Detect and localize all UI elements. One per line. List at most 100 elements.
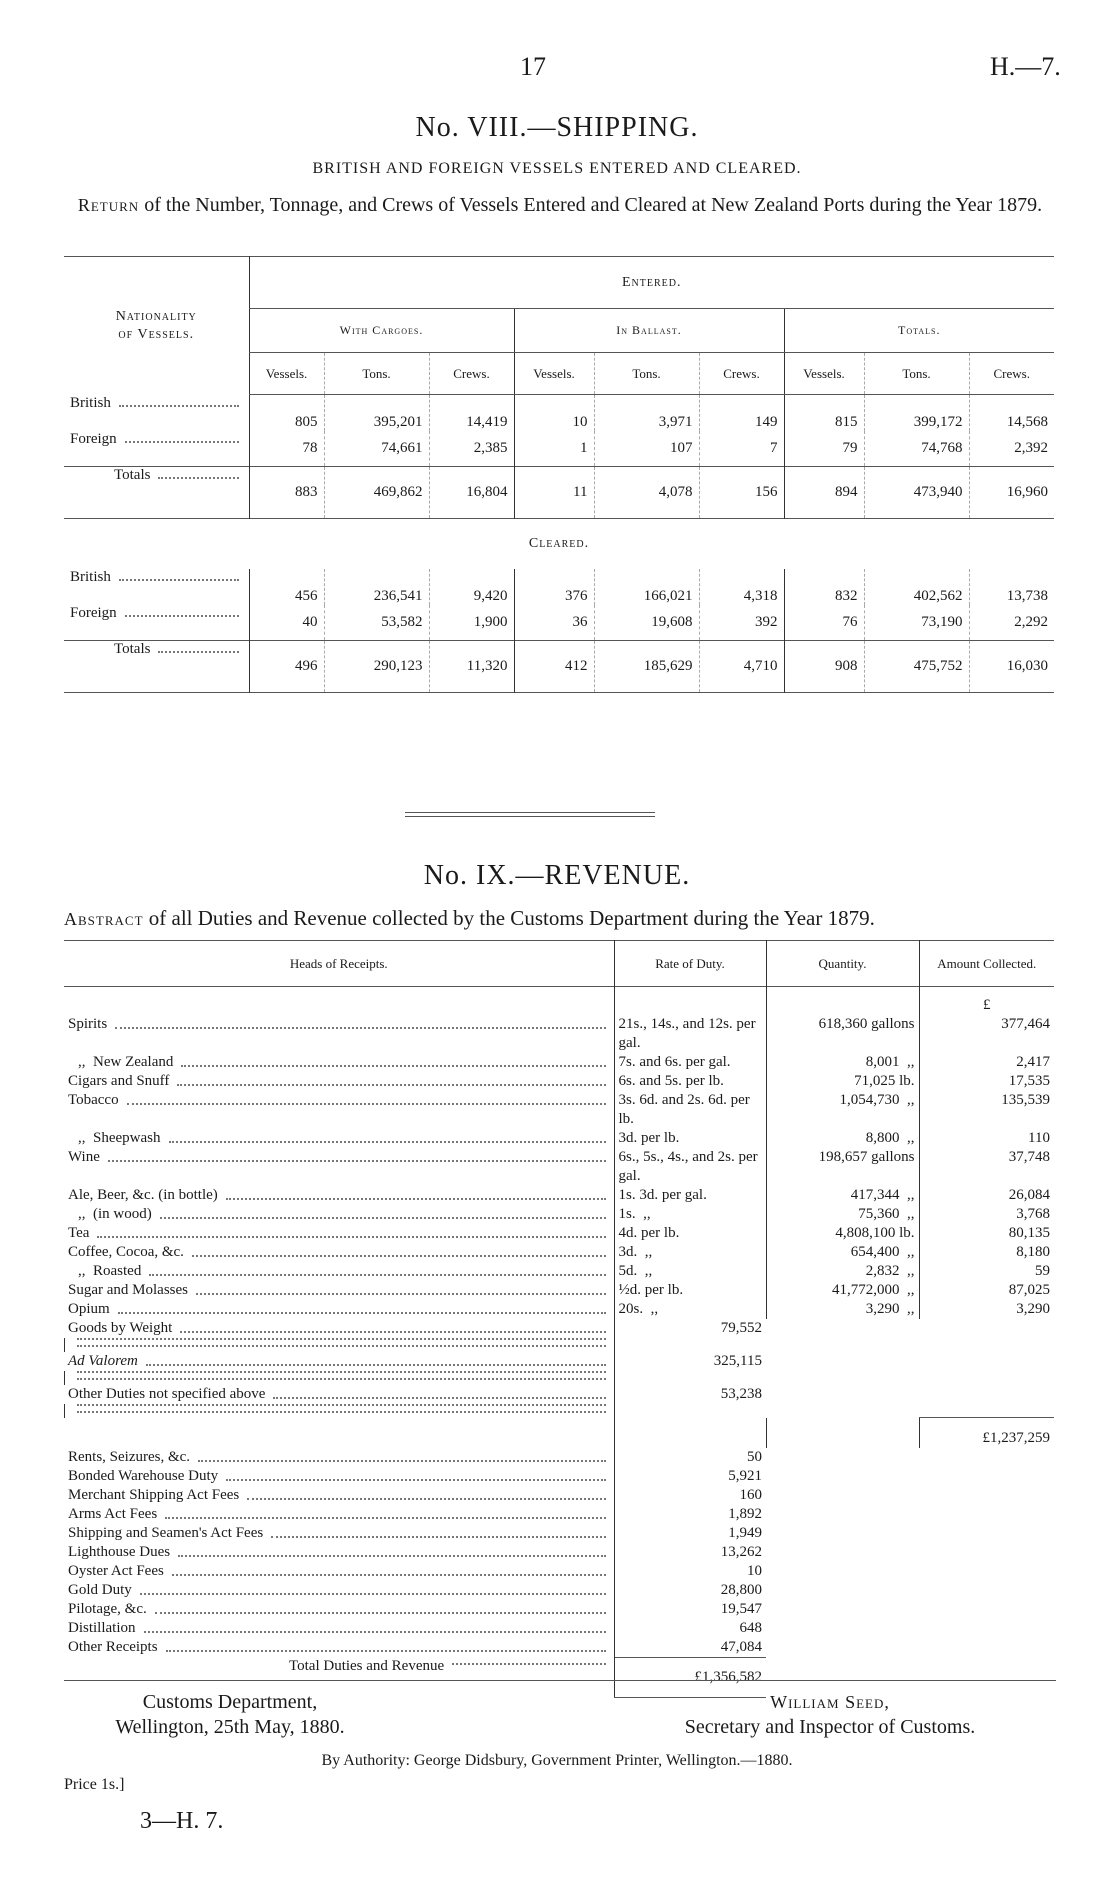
head-cell: Other Duties not specified above	[64, 1385, 614, 1404]
head: Ad Valorem	[68, 1352, 138, 1369]
cell-value: 156	[698, 466, 784, 519]
caption-lead: Abstract	[64, 909, 144, 929]
head: Tobacco	[68, 1091, 119, 1108]
cell-value: 78	[248, 430, 324, 467]
head: Spirits	[68, 1015, 108, 1032]
column-header: Amount Collected.	[918, 940, 1054, 987]
totals-row: Totals 883 469,862 16,804 11 4,078 156 894 473,9…	[64, 466, 1054, 519]
cell-value: 11,320	[428, 640, 514, 693]
duty-row: Ale, Beer, &c. (in bottle) 1s. 3d. per ga…	[64, 1185, 1054, 1205]
quantity: 71,025 lb.	[765, 1071, 919, 1091]
head: Wine	[68, 1148, 100, 1165]
column-header: Rate of Duty.	[613, 940, 766, 987]
amount: 1,892	[613, 1504, 766, 1524]
field-header: Tons.	[593, 352, 699, 395]
nationality: British	[70, 568, 111, 585]
place-date: Wellington, 25th May, 1880.	[115, 1716, 345, 1738]
duty-row: Tobacco 3s. 6d. and 2s. 6d. per lb. 1,054,…	[64, 1090, 1054, 1129]
amount: 59	[918, 1261, 1054, 1281]
other-row: Other Receipts 47,084	[64, 1637, 1054, 1657]
field-header: Crews.	[428, 352, 514, 395]
shipping-title: No. VIII.—SHIPPING.	[415, 112, 699, 143]
amount: 5,921	[613, 1466, 766, 1486]
footer-rule	[64, 1680, 1056, 1681]
caption-text: of the Number, Tonnage, and Crews of Ves…	[144, 194, 1043, 216]
header-row: Nationality of Vessels. Entered.	[64, 256, 1054, 342]
cell-value: 290,123	[323, 640, 429, 693]
head-cell: Arms Act Fees	[64, 1505, 614, 1524]
quantity: 2,832 ,,	[765, 1261, 919, 1281]
quantity: 198,657 gallons	[765, 1147, 919, 1186]
cell-value: 832	[783, 568, 864, 605]
data-row: Foreign 78 74,661 2,385 1 107 7 79 74,768 2,392	[64, 430, 1054, 467]
rate: 3s. 6d. and 2s. 6d. per lb.	[613, 1090, 766, 1129]
revenue-title: No. IX.—REVENUE.	[423, 860, 691, 891]
head: Ale, Beer, &c. (in bottle)	[68, 1186, 218, 1203]
cell-value: 2,385	[428, 430, 514, 467]
cell-value: 236,541	[323, 568, 429, 605]
amount: 28,800	[613, 1580, 766, 1600]
cell-value: 469,862	[323, 466, 429, 519]
quantity: 8,001 ,,	[765, 1052, 919, 1072]
head: ,, Sheepwash	[78, 1129, 161, 1146]
other-row: Shipping and Seamen's Act Fees 1,949	[64, 1523, 1054, 1543]
head: ,, Roasted	[78, 1262, 142, 1279]
amount: 1,949	[613, 1523, 766, 1543]
cell-value: 4,710	[698, 640, 784, 693]
cell-value: 16,030	[968, 640, 1054, 693]
head: Other Duties not specified above	[68, 1385, 266, 1402]
rate: 3d. per lb.	[613, 1128, 766, 1148]
cell-value: 10	[513, 394, 594, 431]
amount: 13,262	[613, 1542, 766, 1562]
cell-value: 14,419	[428, 394, 514, 431]
cell-value: 908	[783, 640, 864, 693]
shipping-caption: Return of the Number, Tonnage, and Crews…	[64, 194, 1056, 216]
column-header: Quantity.	[765, 940, 919, 987]
duty-row: Sugar and Molasses ½d. per lb. 41,772,000 …	[64, 1280, 1054, 1300]
cell-value: 79	[783, 430, 864, 467]
head-cell: Shipping and Seamen's Act Fees	[64, 1524, 614, 1543]
head-cell: Pilotage, &c.	[64, 1600, 614, 1619]
rate: 3d. ,,	[613, 1242, 766, 1262]
head-cell: Coffee, Cocoa, &c.	[64, 1243, 614, 1262]
quantity: 4,808,100 lb.	[765, 1223, 919, 1243]
shipping-subtitle: BRITISH AND FOREIGN VESSELS ENTERED AND …	[312, 160, 802, 177]
field-header: Tons.	[863, 352, 969, 395]
head: Bonded Warehouse Duty	[68, 1467, 219, 1484]
head-cell: Gold Duty	[64, 1581, 614, 1600]
blank	[613, 1417, 766, 1448]
row-name: Totals	[64, 641, 249, 658]
quantity: 654,400 ,,	[765, 1242, 919, 1262]
header-row: Heads of Receipts. Rate of Duty. Quantity.…	[64, 940, 1054, 987]
cell-value: 16,960	[968, 466, 1054, 519]
footer-left: Customs Department, Wellington, 25th May,…	[90, 1690, 370, 1740]
cell-value: 805	[248, 394, 324, 431]
shipping-block: Nationality of Vessels. Entered. With Carg…	[64, 256, 1054, 693]
quantity: 417,344 ,,	[765, 1185, 919, 1205]
quantity: 41,772,000 ,,	[765, 1280, 919, 1300]
cell-value: 399,172	[863, 394, 969, 431]
duty-row: Ad Valorem 325,115	[64, 1351, 1054, 1385]
totals-row: Totals 496 290,123 11,320 412 185,629 4,710 908…	[64, 640, 1054, 693]
quantity: 618,360 gallons	[765, 1014, 919, 1053]
amount: 2,417	[918, 1052, 1054, 1072]
rate: 20s. ,,	[613, 1299, 766, 1319]
duty-row: Other Duties not specified above 53,238	[64, 1384, 1054, 1418]
revenue-caption: Abstract of all Duties and Revenue colle…	[64, 906, 1056, 931]
cell-value: 3,971	[593, 394, 699, 431]
blank	[64, 987, 614, 1015]
amount: 17,535	[918, 1071, 1054, 1091]
other-row: Merchant Shipping Act Fees 160	[64, 1485, 1054, 1505]
cell-value: 475,752	[863, 640, 969, 693]
head-cell: ,, Sheepwash	[64, 1129, 614, 1148]
head: Distillation	[68, 1619, 136, 1636]
cell-value: 473,940	[863, 466, 969, 519]
quantity	[64, 1344, 614, 1352]
head: Other Receipts	[68, 1638, 158, 1655]
head-cell: ,, New Zealand	[64, 1053, 614, 1072]
amount: 648	[613, 1618, 766, 1638]
cell-value: 4,078	[593, 466, 699, 519]
separator	[405, 812, 655, 817]
duty-row: ,, New Zealand 7s. and 6s. per gal. 8,001 …	[64, 1052, 1054, 1072]
head-cell: Goods by Weight	[64, 1319, 614, 1338]
